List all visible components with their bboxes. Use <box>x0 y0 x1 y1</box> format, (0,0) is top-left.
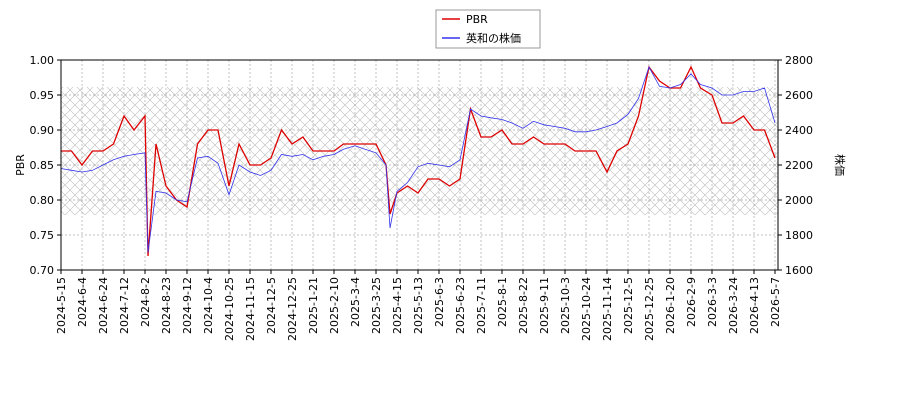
y2-tick-label: 2200 <box>785 159 813 172</box>
y-tick-label: 0.95 <box>30 89 55 102</box>
hatch-band <box>61 87 778 215</box>
series-line <box>61 65 776 257</box>
y2-axis-label: 株価 <box>833 154 847 176</box>
legend-box <box>435 9 541 49</box>
x-tick-label: 2025-3-4 <box>349 277 362 327</box>
x-tick-label: 2025-10-24 <box>580 277 593 341</box>
x-tick-label: 2025-8-22 <box>517 277 530 334</box>
y2-tick-label: 1800 <box>785 229 813 242</box>
x-tick-label: 2024-11-15 <box>244 277 257 341</box>
x-tick-label: 2025-9-11 <box>538 277 551 334</box>
x-tick-label: 2025-11-14 <box>601 277 614 341</box>
x-tick-label: 2025-7-11 <box>475 277 488 334</box>
y-tick-label: 0.80 <box>30 194 55 207</box>
y-tick-label: 0.75 <box>30 229 55 242</box>
y2-tick-label: 2400 <box>785 124 813 137</box>
x-tick-label: 2026-3-24 <box>727 277 740 334</box>
y-tick-label: 0.90 <box>30 124 55 137</box>
x-tick-label: 2024-10-25 <box>223 277 236 341</box>
x-tick-label: 2025-5-13 <box>412 277 425 334</box>
y2-tick-label: 2800 <box>785 54 813 67</box>
x-tick-label: 2025-10-3 <box>559 277 572 334</box>
x-tick-label: 2026-2-9 <box>685 277 698 327</box>
x-tick-label: 2024-5-15 <box>55 277 68 334</box>
legend-label: PBR <box>466 13 488 26</box>
x-tick-label: 2024-12-5 <box>265 277 278 334</box>
x-tick-label: 2026-3-3 <box>706 277 719 327</box>
y-tick-label: 0.85 <box>30 159 55 172</box>
legend-label: 英和の株価 <box>466 31 521 45</box>
series-line <box>60 66 776 253</box>
x-tick-label: 2024-12-25 <box>286 277 299 341</box>
y-tick-label: 0.70 <box>30 264 55 277</box>
x-tick-label: 2025-8-1 <box>496 277 509 327</box>
x-tick-label: 2025-2-10 <box>328 277 341 334</box>
x-tick-label: 2025-4-15 <box>391 277 404 334</box>
x-tick-label: 2024-7-12 <box>118 277 131 334</box>
x-tick-label: 2025-12-5 <box>622 277 635 334</box>
x-tick-label: 2025-6-23 <box>454 277 467 334</box>
axes: 0.70 0.75 0.80 0.85 0.90 0.95 1.00 1600 1800 2000… <box>30 54 814 341</box>
y-axis-label: PBR <box>14 154 27 176</box>
y-tick-label: 1.00 <box>30 54 55 67</box>
x-tick-label: 2024-6-4 <box>76 277 89 327</box>
x-tick-label: 2024-8-23 <box>160 277 173 334</box>
x-tick-label: 2026-1-20 <box>664 277 677 334</box>
x-tick-label: 2025-6-3 <box>433 277 446 327</box>
x-tick-label: 2026-5-7 <box>769 277 782 327</box>
x-tick-label: 2024-9-12 <box>181 277 194 334</box>
x-tick-label: 2025-1-21 <box>307 277 320 334</box>
x-tick-label: 2026-4-13 <box>748 277 761 334</box>
series-lines <box>60 65 776 257</box>
y2-tick-label: 2600 <box>785 89 813 102</box>
x-tick-label: 2024-8-2 <box>139 277 152 327</box>
y2-tick-label: 2000 <box>785 194 813 207</box>
x-tick-label: 2025-3-25 <box>370 277 383 334</box>
x-tick-label: 2024-10-4 <box>202 277 215 334</box>
y2-tick-label: 1600 <box>785 264 813 277</box>
x-tick-label: 2024-6-24 <box>97 277 110 334</box>
legend: PBR 英和の株価 <box>435 9 541 49</box>
x-tick-label: 2025-12-25 <box>643 277 656 341</box>
